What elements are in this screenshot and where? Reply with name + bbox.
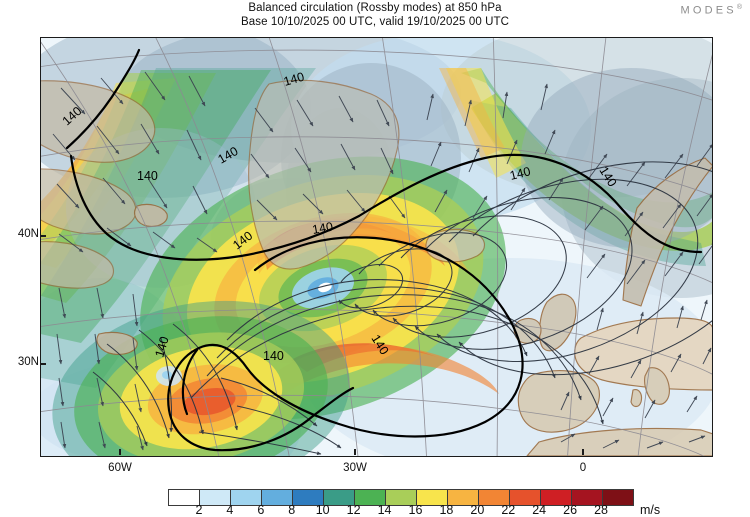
x-tick-label-0: 0 (579, 462, 587, 474)
colorbar-tick-16: 16 (408, 503, 423, 517)
colorbar-tick-26: 26 (563, 503, 578, 517)
modes-logo-mark: ® (736, 4, 742, 11)
streamlines (92, 161, 712, 455)
x-tick-label-60w: 60W (108, 462, 132, 474)
colorbar-tick-22: 22 (501, 503, 516, 517)
contour-label: 140 (152, 335, 171, 359)
map-canvas: 140 140 140 140 140 140 140 140 140 140 … (41, 38, 712, 456)
colorbar-swatch-13 (571, 490, 602, 505)
y-tick-mark-40n (40, 235, 46, 237)
x-tick-mark-60w (119, 449, 121, 455)
contour-label: 140 (263, 349, 284, 363)
colorbar-swatch-5 (323, 490, 354, 505)
map-plot-area: 140 140 140 140 140 140 140 140 140 140 … (40, 37, 713, 457)
colorbar-swatch-7 (385, 490, 416, 505)
colorbar-swatch-6 (354, 490, 385, 505)
chart-title: Balanced circulation (Rossby modes) at 8… (248, 2, 502, 14)
modes-logo: MODES® (680, 4, 742, 17)
colorbar-swatch-4 (292, 490, 323, 505)
colorbar-swatch-3 (261, 490, 292, 505)
wind-vectors (52, 71, 712, 451)
colorbar-tick-10: 10 (315, 503, 330, 517)
colorbar-tick-4: 4 (226, 503, 234, 517)
colorbar (168, 489, 634, 506)
colorbar-tick-28: 28 (594, 503, 609, 517)
colorbar-tick-14: 14 (377, 503, 392, 517)
x-tick-label-30w: 30W (343, 462, 367, 474)
contour-140 (65, 48, 703, 452)
colorbar-tick-20: 20 (470, 503, 485, 517)
y-tick-label-30n: 30N (17, 356, 39, 368)
colorbar-tick-12: 12 (346, 503, 361, 517)
colorbar-swatch-10 (478, 490, 509, 505)
contour-label: 140 (311, 220, 334, 237)
colorbar-swatch-14 (602, 490, 633, 505)
colorbar-tick-2: 2 (195, 503, 203, 517)
modes-logo-text: MODES (680, 4, 737, 17)
y-tick-mark-30n (40, 363, 46, 365)
contour-label-group: 140 140 140 140 140 140 140 140 140 140 … (60, 70, 620, 363)
colorbar-unit-label: m/s (640, 503, 661, 517)
colorbar-swatch-11 (509, 490, 540, 505)
colorbar-swatch-0 (169, 490, 199, 505)
chart-subtitle: Base 10/10/2025 00 UTC, valid 19/10/2025… (240, 16, 510, 28)
colorbar-swatch-9 (447, 490, 478, 505)
y-tick-label-40n: 40N (17, 228, 39, 240)
colorbar-tick-24: 24 (532, 503, 547, 517)
colorbar-tick-18: 18 (439, 503, 454, 517)
contour-label: 140 (508, 164, 532, 183)
colorbar-swatch-2 (230, 490, 261, 505)
contour-label: 140 (137, 169, 158, 183)
colorbar-swatch-12 (540, 490, 571, 505)
x-tick-mark-0 (582, 449, 584, 455)
contour-label: 140 (282, 70, 306, 89)
colorbar-swatch-1 (199, 490, 230, 505)
colorbar-tick-6: 6 (257, 503, 265, 517)
chart-title-block: Balanced circulation (Rossby modes) at 8… (0, 1, 750, 29)
x-tick-mark-30w (354, 449, 356, 455)
colorbar-swatch-8 (416, 490, 447, 505)
colorbar-tick-8: 8 (288, 503, 296, 517)
graticule (41, 38, 712, 456)
